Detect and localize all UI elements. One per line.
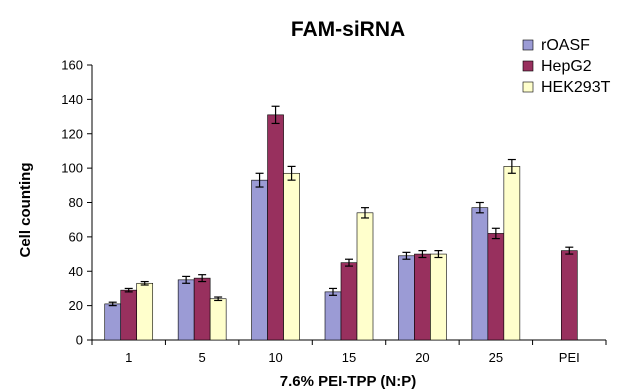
bar-hek293t-1 bbox=[136, 282, 154, 341]
bar-hek293t-15 bbox=[356, 212, 374, 341]
legend: rOASF HepG2 HEK293T bbox=[522, 37, 611, 96]
y-tick-label: 120 bbox=[61, 126, 83, 141]
bar-roasf-20 bbox=[398, 255, 415, 341]
bar-hek293t-5 bbox=[209, 298, 227, 341]
legend-label-roasf: rOASF bbox=[541, 37, 590, 54]
y-tick-label: 40 bbox=[69, 264, 83, 279]
legend-swatch-hepg2 bbox=[522, 60, 534, 72]
bar-roasf-5 bbox=[177, 279, 195, 341]
bar-hepg2-10 bbox=[267, 114, 284, 341]
y-axis-label: Cell counting bbox=[17, 163, 34, 258]
legend-swatch-hek293t bbox=[522, 81, 534, 93]
x-tick-label: 20 bbox=[415, 350, 429, 365]
x-tick-label: 10 bbox=[268, 350, 282, 365]
y-tick-label: 160 bbox=[61, 58, 83, 73]
bar-hek293t-20 bbox=[430, 253, 447, 341]
bar-hepg2-1 bbox=[120, 289, 138, 341]
x-tick-label: 15 bbox=[342, 350, 356, 365]
bar-hepg2-25 bbox=[487, 233, 505, 341]
legend-label-hepg2: HepG2 bbox=[541, 58, 592, 75]
bar-hepg2-5 bbox=[193, 277, 211, 341]
x-tick-label: 25 bbox=[489, 350, 503, 365]
bar-hepg2-pei bbox=[560, 250, 578, 341]
legend-swatch-roasf bbox=[522, 39, 534, 51]
x-tick-label: 5 bbox=[199, 350, 206, 365]
bar-roasf-25 bbox=[471, 207, 489, 341]
y-tick-label: 0 bbox=[76, 333, 83, 348]
x-tick-label: 1 bbox=[125, 350, 132, 365]
chart-title: FAM-siRNA bbox=[291, 18, 405, 41]
bar-hepg2-20 bbox=[414, 253, 431, 341]
y-tick-label: 60 bbox=[69, 229, 83, 244]
x-axis-label: 7.6% PEI-TPP (N:P) bbox=[280, 373, 416, 390]
bar-hepg2-15 bbox=[340, 262, 358, 341]
y-tick-label: 80 bbox=[69, 195, 83, 210]
bar-roasf-1 bbox=[104, 303, 122, 341]
bar-roasf-15 bbox=[324, 291, 342, 341]
legend-label-hek293t: HEK293T bbox=[541, 79, 611, 96]
bar-hek293t-10 bbox=[283, 172, 300, 341]
bar-hek293t-25 bbox=[503, 166, 521, 341]
y-tick-label: 100 bbox=[61, 161, 83, 176]
bar-roasf-10 bbox=[251, 179, 268, 341]
y-tick-label: 140 bbox=[61, 92, 83, 107]
x-tick-label: PEI bbox=[559, 350, 580, 365]
y-tick-label: 20 bbox=[69, 298, 83, 313]
